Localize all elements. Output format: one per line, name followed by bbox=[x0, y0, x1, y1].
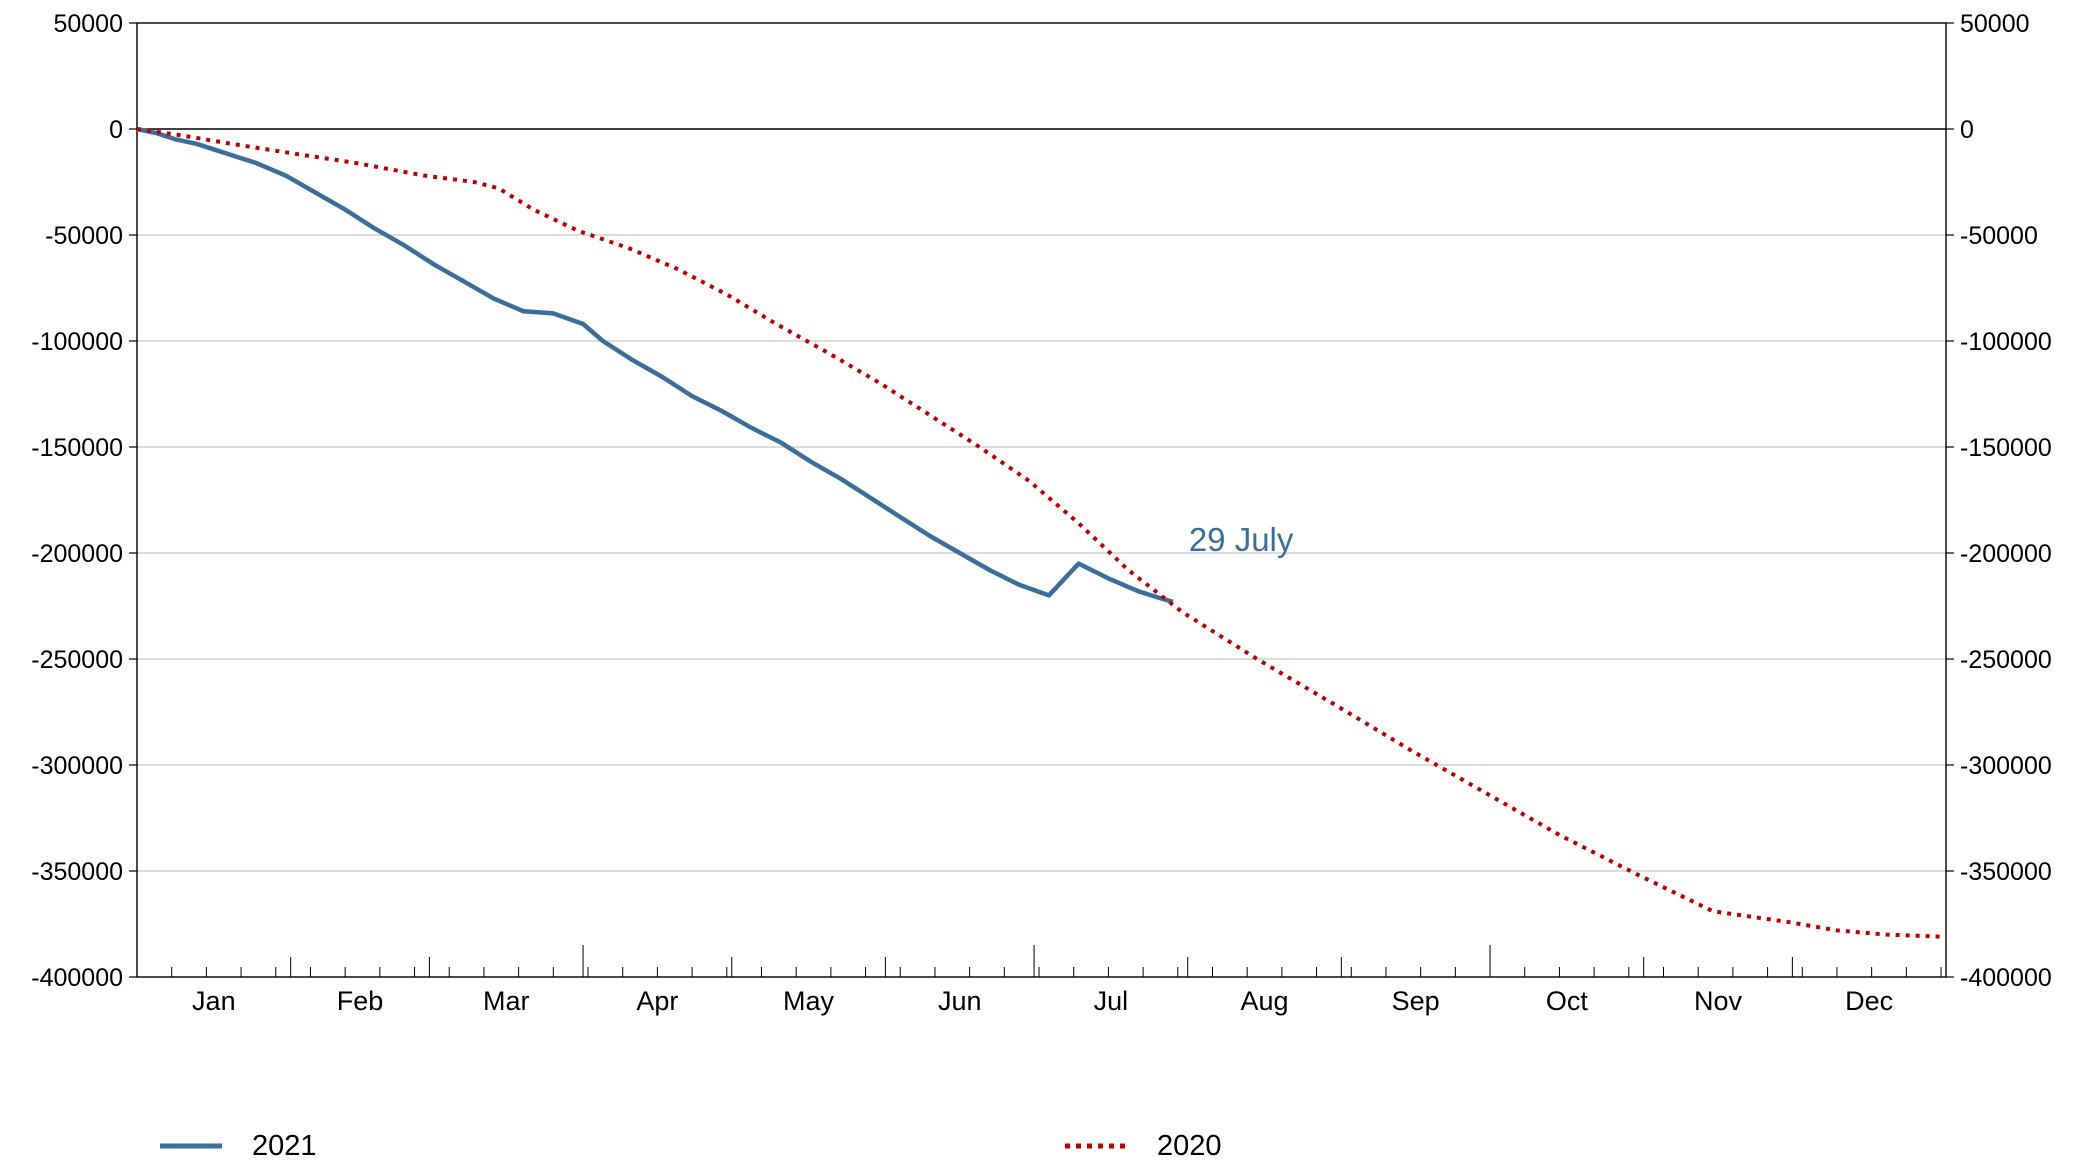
y-tick-label-right: -200000 bbox=[1960, 540, 2052, 568]
y-tick-label-right: -350000 bbox=[1960, 858, 2052, 886]
series-line-2020 bbox=[136, 127, 1942, 939]
y-tick-label-left: -150000 bbox=[31, 434, 123, 462]
x-tick-label: Sep bbox=[1392, 986, 1440, 1016]
annotations: 29 July bbox=[1189, 521, 1294, 558]
x-tick-label: Jun bbox=[938, 986, 982, 1016]
plot-frame bbox=[136, 22, 1947, 978]
y-tick-label-left: 50000 bbox=[53, 10, 123, 38]
y-tick-label-left: -200000 bbox=[31, 540, 123, 568]
y-tick-label-right: -250000 bbox=[1960, 646, 2052, 674]
y-tick-label-right: -400000 bbox=[1960, 964, 2052, 992]
y-tick-label-left: 0 bbox=[109, 116, 123, 144]
series-line-2021 bbox=[136, 126, 1174, 604]
x-tick-label: Dec bbox=[1845, 986, 1893, 1016]
y-tick-label-left: -300000 bbox=[31, 752, 123, 780]
y-tick-label-right: -300000 bbox=[1960, 752, 2052, 780]
x-tick-label: Jul bbox=[1094, 986, 1129, 1016]
gridlines bbox=[137, 128, 1946, 872]
x-tick-label: Nov bbox=[1694, 986, 1743, 1016]
axes: 50000 50000 0 0 -50000 -50000 -100000 -100000 -1… bbox=[31, 10, 2052, 1016]
annotation-label: 29 July bbox=[1189, 521, 1294, 558]
legend: 2021 2020 bbox=[160, 1130, 1222, 1162]
x-tick-label: Jan bbox=[192, 986, 236, 1016]
x-tick-label: Apr bbox=[636, 986, 678, 1016]
x-tick-label: Oct bbox=[1546, 986, 1589, 1016]
series-lines bbox=[136, 126, 1942, 939]
y-tick-label-left: -100000 bbox=[31, 328, 123, 356]
y-tick-label-left: -250000 bbox=[31, 646, 123, 674]
y-tick-label-right: -100000 bbox=[1960, 328, 2052, 356]
legend-label: 2020 bbox=[1157, 1130, 1222, 1162]
x-tick-label: Mar bbox=[483, 986, 530, 1016]
y-tick-label-right: 50000 bbox=[1960, 10, 2030, 38]
y-tick-label-right: -150000 bbox=[1960, 434, 2052, 462]
legend-label: 2021 bbox=[252, 1130, 317, 1162]
y-tick-label-left: -350000 bbox=[31, 858, 123, 886]
y-tick-label-right: 0 bbox=[1960, 116, 1974, 144]
x-tick-label: Aug bbox=[1241, 986, 1289, 1016]
y-tick-label-left: -50000 bbox=[45, 222, 123, 250]
y-tick-label-right: -50000 bbox=[1960, 222, 2038, 250]
y-tick-label-left: -400000 bbox=[31, 964, 123, 992]
x-tick-label: May bbox=[783, 986, 835, 1016]
x-tick-label: Feb bbox=[337, 986, 384, 1016]
